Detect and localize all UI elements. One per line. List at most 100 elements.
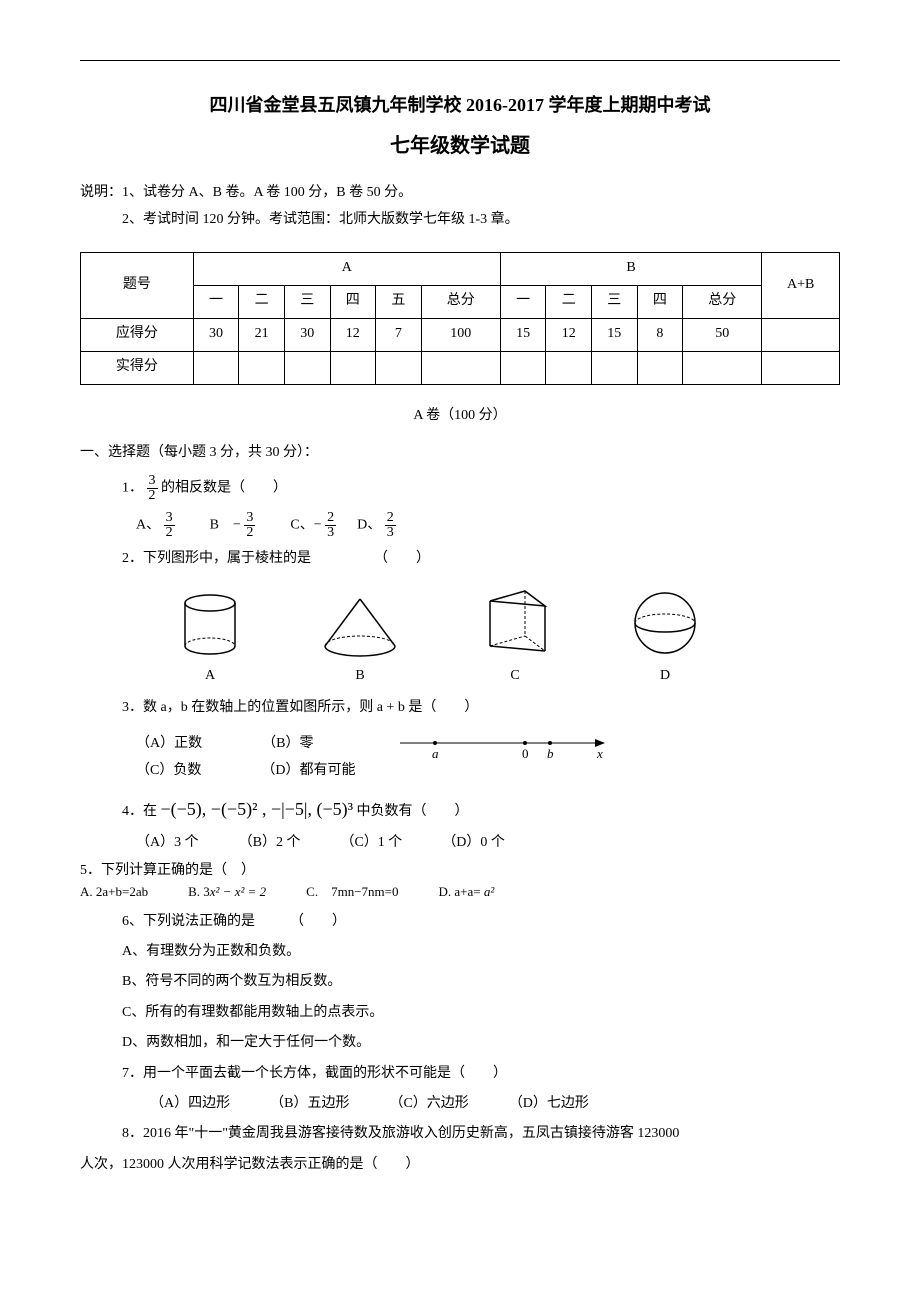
- table-row: 应得分 30 21 30 12 7 100 15 12 15 8 50: [81, 318, 840, 351]
- shape-label: B: [315, 665, 405, 687]
- question-2-stem: 2．下列图形中，属于棱柱的是 （ ）: [80, 548, 840, 570]
- shape-label: D: [625, 665, 705, 687]
- cylinder-icon: [175, 591, 245, 661]
- cell: 100: [421, 318, 500, 351]
- opt-d: （D）0 个: [442, 832, 505, 854]
- cell: [546, 351, 592, 384]
- question-8-line1: 8．2016 年"十一"黄金周我县游客接待数及旅游收入创历史新高，五凤古镇接待游…: [80, 1123, 840, 1145]
- opt-c: （C）六边形: [389, 1093, 468, 1115]
- section-a-header: A 卷（100 分）: [80, 405, 840, 427]
- cell: 四: [637, 285, 683, 318]
- table-row: 实得分: [81, 351, 840, 384]
- cell: 15: [591, 318, 637, 351]
- cell: 二: [546, 285, 592, 318]
- question-4: 4．在 −(−5), −(−5)² , −|−5|, (−5)³ 中负数有（ ）: [80, 795, 840, 824]
- cell: [762, 351, 840, 384]
- question-1: 1． 32 的相反数是（ ）: [80, 474, 840, 503]
- table-row: 一 二 三 四 五 总分 一 二 三 四 总分: [81, 285, 840, 318]
- opt-b: （B）五边形: [270, 1093, 349, 1115]
- opt-a: （A）正数: [136, 733, 202, 755]
- opt-c: C. 7mn−7nm=0: [306, 882, 398, 903]
- opt-b-pre: B −: [210, 518, 241, 533]
- cell: 二: [239, 285, 285, 318]
- prism-icon: [475, 581, 555, 661]
- cell: [284, 351, 330, 384]
- q4-pre: 4．在: [122, 804, 161, 819]
- shape-cylinder: A: [175, 591, 245, 687]
- opt-b: （B）零: [262, 733, 313, 755]
- opt-d-pre: D、: [357, 518, 381, 533]
- cell: [500, 351, 546, 384]
- cell: 四: [330, 285, 376, 318]
- opt-a-pre: A、: [136, 518, 160, 533]
- opt-d: （D）都有可能: [261, 760, 355, 782]
- cell: 五: [376, 285, 422, 318]
- cell: 21: [239, 318, 285, 351]
- cell: 50: [683, 318, 762, 351]
- cell: [591, 351, 637, 384]
- q3-body: （A）正数 （B）零 （C）负数 （D）都有可能 a 0 b x: [80, 728, 840, 788]
- cell: 30: [193, 318, 239, 351]
- cone-icon: [315, 591, 405, 661]
- cell: 7: [376, 318, 422, 351]
- instruction-1: 说明：1、试卷分 A、B 卷。A 卷 100 分，B 卷 50 分。: [80, 182, 840, 204]
- cell: 应得分: [81, 318, 194, 351]
- shape-sphere: D: [625, 586, 705, 687]
- svg-text:a: a: [432, 746, 439, 761]
- svg-text:x: x: [596, 746, 603, 761]
- cell: 总分: [421, 285, 500, 318]
- opt-d: （D）七边形: [509, 1093, 589, 1115]
- q5-options: A. 2a+b=2ab B. 3x² − x² = 2 C. 7mn−7nm=0…: [80, 882, 840, 903]
- shapes-row: A B C D: [140, 581, 740, 687]
- table-row: 题号 A B A+B: [81, 252, 840, 285]
- question-8-line2: 人次，123000 人次用科学记数法表示正确的是（ ）: [80, 1154, 840, 1176]
- question-6-stem: 6、下列说法正确的是 （ ）: [80, 911, 840, 933]
- cell: [193, 351, 239, 384]
- cell: [376, 351, 422, 384]
- shape-label: C: [475, 665, 555, 687]
- cell: 15: [500, 318, 546, 351]
- question-7-stem: 7．用一个平面去截一个长方体，截面的形状不可能是（ ）: [80, 1063, 840, 1085]
- cell: [421, 351, 500, 384]
- cell: [683, 351, 762, 384]
- q1-options: A、 32 B − 32 C、− 23 D、 23: [80, 511, 840, 540]
- shape-cone: B: [315, 591, 405, 687]
- q6-opt-d: D、两数相加，和一定大于任何一个数。: [80, 1032, 840, 1054]
- cell: [330, 351, 376, 384]
- cell: 三: [284, 285, 330, 318]
- shape-prism: C: [475, 581, 555, 687]
- cell: 12: [330, 318, 376, 351]
- exam-subtitle: 七年级数学试题: [80, 130, 840, 162]
- cell: 一: [500, 285, 546, 318]
- q3-options: （A）正数 （B）零 （C）负数 （D）都有可能: [80, 728, 355, 788]
- fraction: 32: [147, 474, 158, 503]
- q4-post: 中负数有（ ）: [357, 804, 469, 819]
- cell: 12: [546, 318, 592, 351]
- q4-options: （A）3 个 （B）2 个 （C）1 个 （D）0 个: [80, 832, 840, 854]
- opt-a: A. 2a+b=2ab: [80, 882, 148, 903]
- fraction: 23: [385, 511, 396, 540]
- cell: 实得分: [81, 351, 194, 384]
- opt-d: D. a+a= a²: [438, 882, 494, 903]
- fraction: 23: [325, 511, 336, 540]
- opt-c: （C）负数: [136, 760, 201, 782]
- cell: [762, 318, 840, 351]
- q6-opt-b: B、符号不同的两个数互为相反数。: [80, 971, 840, 993]
- q7-options: （A）四边形 （B）五边形 （C）六边形 （D）七边形: [80, 1093, 840, 1115]
- opt-c-pre: C、−: [290, 518, 321, 533]
- q6-opt-a: A、有理数分为正数和负数。: [80, 941, 840, 963]
- cell-section-a: A: [193, 252, 500, 285]
- opt-a: （A）3 个: [136, 832, 199, 854]
- instruction-2: 2、考试时间 120 分钟。考试范围：北师大版数学七年级 1-3 章。: [80, 209, 840, 231]
- sphere-icon: [625, 586, 705, 661]
- cell: [637, 351, 683, 384]
- q4-expr: −(−5), −(−5)² , −|−5|, (−5)³: [161, 799, 354, 819]
- cell-section-b: B: [500, 252, 761, 285]
- numberline-icon: a 0 b x: [395, 728, 615, 768]
- q1-stem-post: 的相反数是（ ）: [161, 481, 287, 496]
- svg-text:b: b: [547, 746, 554, 761]
- cell-header: 题号: [81, 252, 194, 318]
- cell: 8: [637, 318, 683, 351]
- opt-b: （B）2 个: [239, 832, 301, 854]
- question-5-stem: 5．下列计算正确的是（ ）: [80, 860, 840, 882]
